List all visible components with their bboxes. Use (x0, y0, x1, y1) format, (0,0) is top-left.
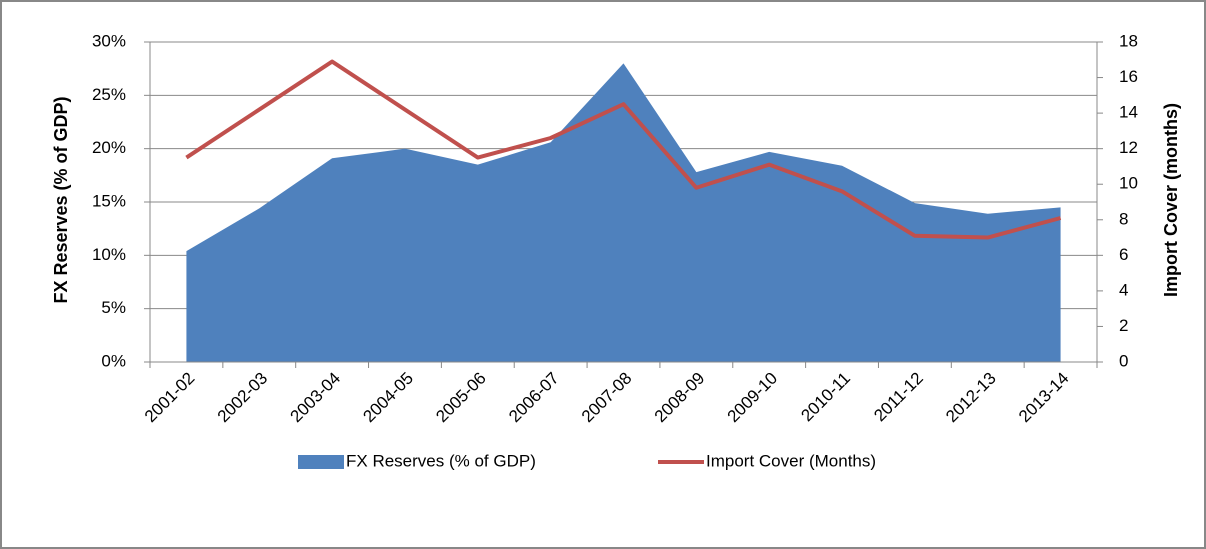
y-tick-label: 30% (92, 31, 126, 50)
y2-tick-label: 10 (1119, 174, 1138, 193)
y2-tick-label: 18 (1119, 31, 1138, 50)
line (185, 59, 1062, 240)
y2-tick-label: 6 (1119, 245, 1128, 264)
y2-tick-label: 12 (1119, 138, 1138, 157)
area (186, 63, 1061, 362)
legend-label: FX Reserves (% of GDP) (346, 451, 536, 470)
legend-swatch (298, 455, 344, 469)
y2-axis-title: Import Cover (months) (1161, 103, 1181, 297)
legend-item: FX Reserves (% of GDP) (298, 451, 536, 470)
y2-tick-label: 2 (1119, 316, 1128, 335)
legend-item: Import Cover (Months) (658, 451, 876, 470)
y2-tick-label: 4 (1119, 280, 1128, 299)
y2-tick-label: 14 (1119, 103, 1138, 122)
y-tick-label: 25% (92, 85, 126, 104)
y2-tick-label: 16 (1119, 67, 1138, 86)
y-tick-label: 15% (92, 191, 126, 210)
y-tick-label: 20% (92, 138, 126, 157)
y2-tick-label: 8 (1119, 209, 1128, 228)
y2-tick-label: 0 (1119, 351, 1128, 370)
y-tick-label: 5% (101, 298, 126, 317)
y-tick-label: 0% (101, 351, 126, 370)
legend-label: Import Cover (Months) (706, 451, 876, 470)
y-axis-title: FX Reserves (% of GDP) (51, 96, 71, 303)
y-tick-label: 10% (92, 245, 126, 264)
